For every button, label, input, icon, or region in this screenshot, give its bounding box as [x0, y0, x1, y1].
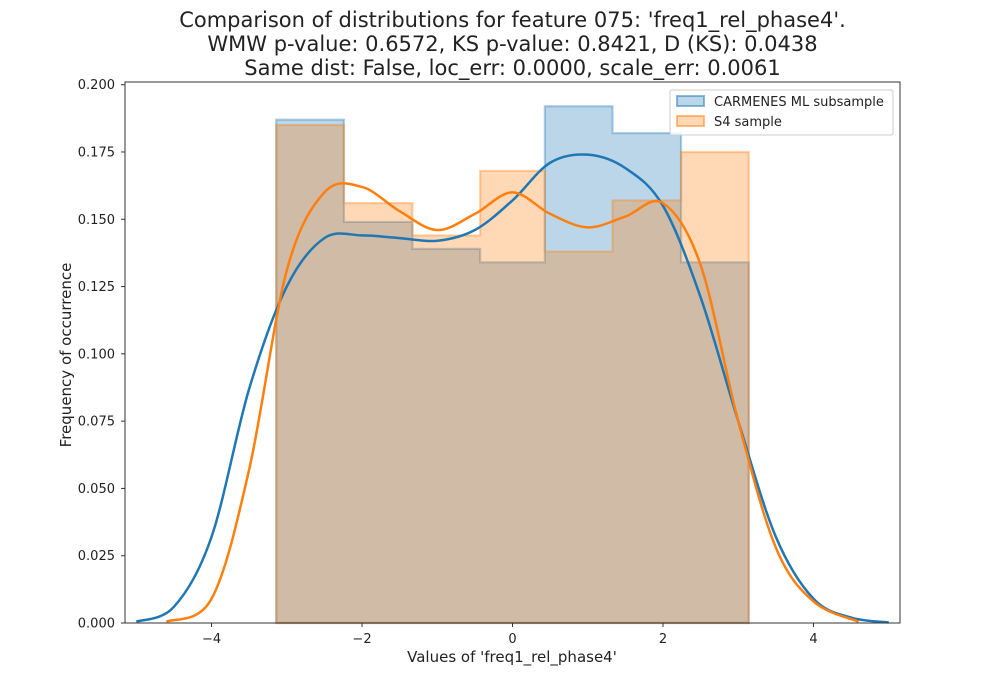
y-tick-label: 0.150 — [78, 213, 115, 228]
y-axis-label: Frequency of occurrence — [57, 263, 75, 448]
kde-line-carmenes — [135, 153, 889, 624]
legend-swatch-carmenes — [676, 95, 705, 107]
x-tick-label: 4 — [809, 632, 817, 647]
legend-swatch-s4 — [676, 115, 705, 127]
y-tick-label: 0.125 — [78, 280, 115, 295]
y-tick-label: 0.000 — [78, 617, 115, 632]
histogram-s4-area — [275, 123, 750, 625]
legend-label-s4: S4 sample — [714, 115, 782, 130]
y-tick-label: 0.200 — [78, 78, 115, 93]
title-line-1: Comparison of distributions for feature … — [179, 8, 846, 32]
histogram-carmenes-area — [275, 105, 750, 625]
y-tick-label: 0.025 — [78, 549, 115, 564]
x-tick-label: 2 — [659, 632, 667, 647]
x-axis-label: Values of 'freq1_rel_phase4' — [407, 648, 617, 667]
x-tick-label: −4 — [202, 632, 221, 647]
histogram-carmenes — [275, 105, 750, 625]
x-tick-label: 0 — [508, 632, 516, 647]
legend-box — [669, 89, 894, 136]
title-line-2: WMW p-value: 0.6572, KS p-value: 0.8421,… — [207, 32, 818, 56]
plot-area — [135, 105, 889, 625]
title-line-3: Same dist: False, loc_err: 0.0000, scale… — [244, 56, 781, 80]
y-tick-label: 0.175 — [78, 145, 115, 160]
y-tick-label: 0.100 — [78, 347, 115, 362]
legend-label-carmenes: CARMENES ML subsample — [714, 95, 884, 110]
histogram-s4 — [275, 123, 750, 625]
legend: CARMENES ML subsample S4 sample — [669, 89, 894, 136]
axis-ticks: −4 −2 0 2 4 0.000 0.025 0.050 0.075 0.100 0.125 0.1… — [78, 78, 818, 647]
chart-title: Comparison of distributions for feature … — [0, 8, 1000, 80]
y-tick-label: 0.050 — [78, 482, 115, 497]
y-tick-label: 0.075 — [78, 415, 115, 430]
x-tick-label: −2 — [352, 632, 371, 647]
kde-line-s4 — [165, 182, 860, 623]
